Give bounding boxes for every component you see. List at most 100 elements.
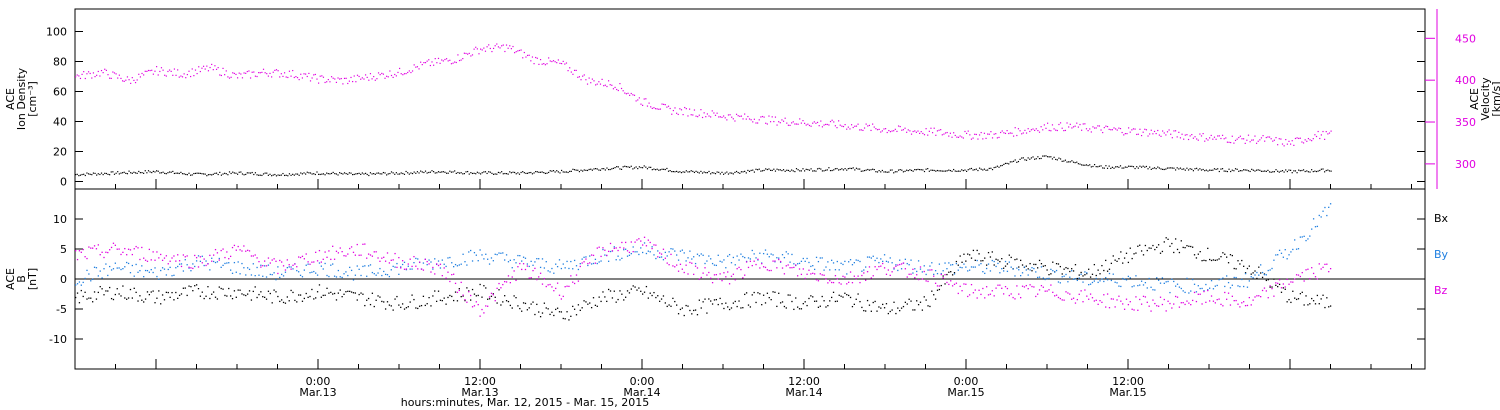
- b-bz-point: [1284, 286, 1286, 288]
- b-bz-point: [201, 262, 203, 264]
- b-bx-point: [1063, 268, 1065, 270]
- b-by-point: [430, 261, 432, 263]
- density-point: [1163, 168, 1165, 171]
- b-bz-point: [933, 275, 935, 277]
- velocity-point: [812, 122, 814, 124]
- b-by-point: [923, 265, 925, 267]
- b-by-point: [439, 267, 442, 269]
- density-point: [1202, 168, 1204, 171]
- velocity-point: [1252, 139, 1254, 141]
- b-by-point: [974, 266, 976, 268]
- velocity-point: [1142, 131, 1144, 133]
- b-bx-point: [339, 289, 341, 291]
- density-point: [1264, 170, 1266, 172]
- b-by-point: [178, 263, 181, 265]
- b-by-point: [199, 260, 202, 262]
- velocity-point: [403, 73, 406, 75]
- b-bz-point: [167, 263, 169, 265]
- b-bx-point: [237, 289, 239, 291]
- density-point: [522, 171, 524, 173]
- density-point: [1029, 158, 1031, 160]
- b-bz-point: [473, 305, 476, 307]
- b-bz-point: [579, 265, 581, 268]
- velocity-point: [653, 107, 655, 109]
- velocity-point: [1238, 136, 1240, 139]
- velocity-point: [352, 80, 354, 83]
- b-by-point: [1244, 272, 1247, 275]
- b-bx-point: [806, 304, 808, 307]
- b-by-point: [895, 264, 897, 266]
- density-point: [1024, 159, 1026, 161]
- density-point: [765, 168, 767, 170]
- b-by-point: [356, 265, 358, 267]
- b-by-point: [744, 256, 746, 259]
- velocity-point: [376, 78, 378, 80]
- b-by-point: [885, 260, 888, 262]
- b-bz-point: [872, 275, 874, 277]
- density-point: [146, 172, 148, 174]
- b-by-point: [507, 261, 510, 263]
- density-point: [575, 169, 577, 171]
- b-by-point: [1282, 256, 1285, 258]
- b-bz-point: [350, 246, 353, 248]
- b-by-point: [432, 268, 434, 270]
- velocity-point: [437, 57, 440, 60]
- b-bz-point: [825, 278, 827, 280]
- density-point: [812, 170, 814, 172]
- velocity-point: [374, 79, 376, 81]
- velocity-point: [399, 67, 401, 70]
- b-bz-point: [449, 280, 451, 283]
- b-by-point: [126, 261, 128, 264]
- b-by-point: [116, 267, 118, 269]
- density-point: [757, 169, 759, 171]
- density-point: [296, 173, 299, 175]
- density-point: [222, 173, 224, 175]
- velocity-point: [502, 44, 504, 46]
- b-by-point: [534, 261, 536, 263]
- b-bz-point: [1190, 303, 1192, 306]
- density-point: [178, 172, 180, 175]
- b-by-point: [596, 262, 598, 265]
- velocity-point: [364, 74, 367, 76]
- b-bx-point: [1161, 250, 1164, 253]
- b-bz-point: [865, 279, 867, 281]
- velocity-point: [245, 72, 247, 74]
- b-bz-point: [403, 268, 406, 270]
- density-point: [748, 170, 751, 172]
- density-point: [928, 170, 930, 172]
- b-bz-point: [931, 269, 933, 271]
- b-by-point: [1199, 287, 1201, 290]
- density-point: [923, 170, 926, 173]
- density-point: [977, 169, 979, 172]
- density-point: [445, 172, 448, 174]
- density-point: [685, 170, 687, 172]
- velocity-point: [204, 68, 206, 70]
- velocity-point: [1008, 132, 1010, 135]
- density-point: [460, 172, 462, 174]
- b-by-point: [823, 269, 825, 271]
- b-bx-point: [161, 294, 164, 296]
- b-by-point: [736, 255, 738, 257]
- b-bx-point: [1209, 258, 1211, 261]
- density-point: [872, 168, 874, 170]
- velocity-point: [583, 74, 585, 76]
- b-by-point: [504, 259, 506, 261]
- b-by-point: [490, 257, 493, 259]
- density-point: [345, 172, 347, 175]
- density-point: [716, 171, 718, 173]
- velocity-point: [1076, 122, 1078, 124]
- b-bx-point: [615, 301, 617, 303]
- b-bx-point: [1273, 278, 1275, 280]
- density-point: [985, 169, 987, 171]
- b-by-point: [698, 255, 700, 257]
- velocity-point: [603, 85, 605, 87]
- density-point: [1228, 168, 1230, 170]
- b-bz-point: [662, 248, 665, 250]
- density-point: [285, 174, 287, 176]
- b-bx-point: [551, 311, 553, 313]
- b-by-point: [160, 269, 162, 272]
- b-bz-point: [632, 250, 634, 253]
- velocity-point: [173, 68, 176, 70]
- density-point: [659, 169, 662, 171]
- b-bx-point: [398, 304, 400, 306]
